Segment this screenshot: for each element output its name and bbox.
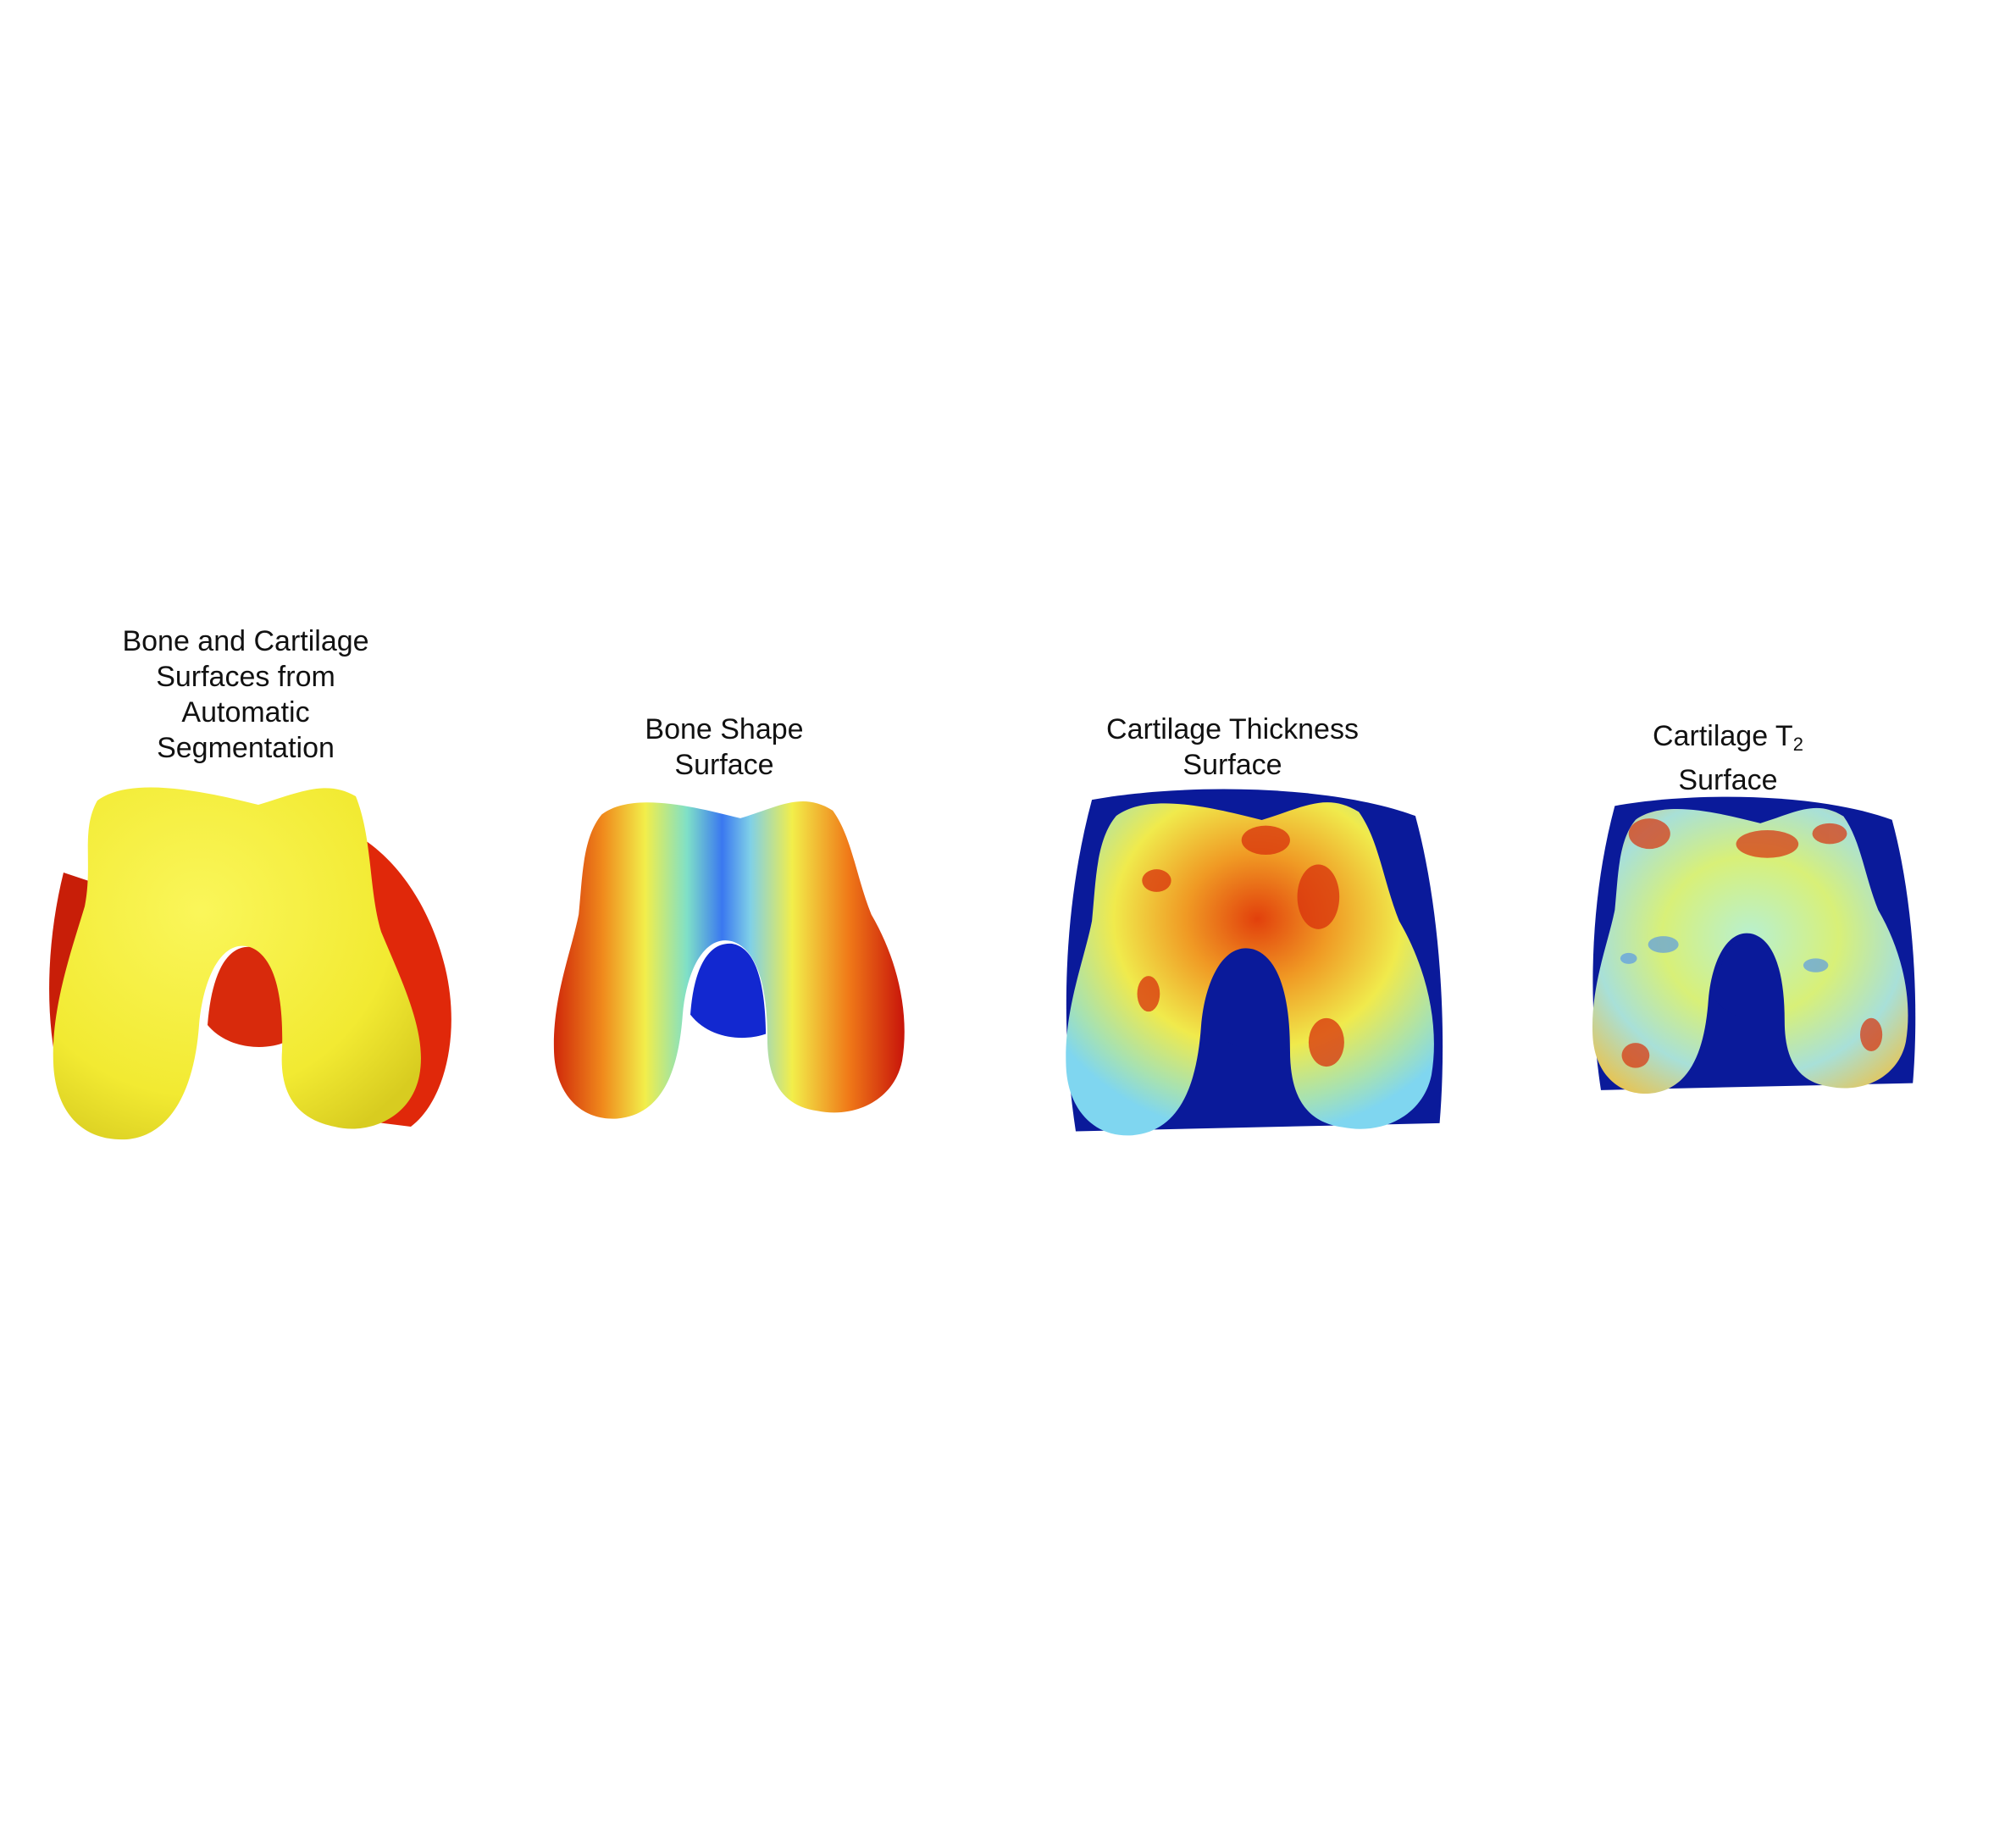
thickness-hotspots	[1137, 825, 1344, 1067]
title-subscript: 2	[1792, 734, 1803, 755]
title-line: Cartilage T2	[1559, 718, 1897, 762]
cartilage-surface	[53, 787, 421, 1140]
title-line: Surface	[1182, 749, 1282, 781]
t2-coldspots	[1620, 936, 1829, 972]
segmentation-surface	[49, 787, 451, 1140]
title-line: Surface	[674, 749, 774, 781]
title-line: Bone Shape	[645, 713, 804, 745]
bone-shape-surface	[553, 801, 905, 1119]
cartilage-t2-surface	[1592, 796, 1916, 1094]
notch-bone	[208, 946, 285, 1047]
notch-shadow	[1715, 935, 1784, 1022]
notch-shadow	[690, 943, 767, 1039]
title-line: Surfaces from	[156, 661, 335, 693]
title-line: Cartilage Thickness	[1106, 713, 1359, 745]
title-line: Automatic	[181, 696, 310, 729]
title-line: Surface	[1678, 764, 1778, 796]
title-line: Bone and Cartilage	[122, 625, 369, 657]
panel-title-bone-shape: Bone Shape Surface	[555, 712, 894, 783]
panel-title-segmentation: Bone and Cartilage Surfaces from Automat…	[76, 623, 415, 766]
panel-title-cartilage-t2: Cartilage T2 Surface	[1559, 718, 1897, 798]
t2-hotspots	[1621, 818, 1883, 1068]
panel-title-cartilage-thickness: Cartilage Thickness Surface	[1063, 712, 1402, 783]
title-line: Segmentation	[157, 732, 335, 764]
title-main: Cartilage T	[1653, 720, 1793, 752]
cartilage-thickness-surface	[1066, 789, 1443, 1136]
notch-shadow	[1209, 951, 1289, 1051]
